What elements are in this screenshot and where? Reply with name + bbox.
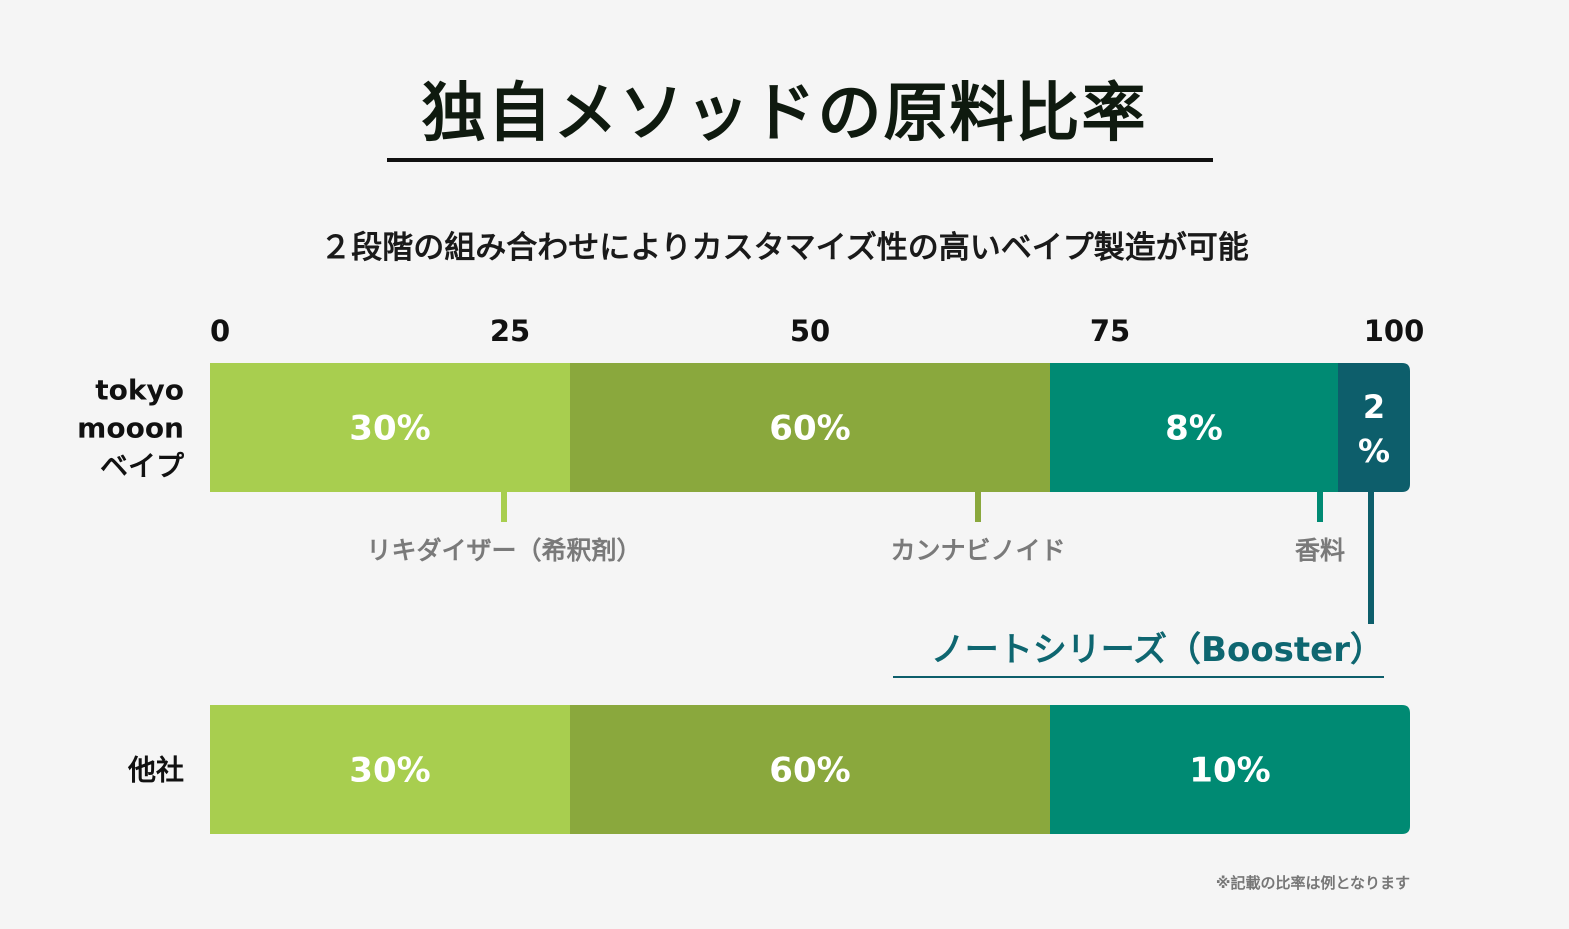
- bar-segment-cannabinoid: [570, 705, 1050, 834]
- x-tick-label: 75: [1090, 314, 1130, 348]
- bar-segment-flavor: [1050, 705, 1410, 834]
- bar-segment-liquidizer: [210, 705, 570, 834]
- x-tick-label: 25: [490, 314, 530, 348]
- bar-value-label: 60%: [769, 751, 850, 791]
- x-tick-label: 100: [1364, 314, 1425, 348]
- title-underline: [387, 158, 1213, 162]
- category-label: 他社: [127, 754, 184, 787]
- annotation-connector: [975, 492, 981, 522]
- bar-value-label: 10%: [1189, 751, 1270, 791]
- footnote: ※記載の比率は例となります: [1215, 874, 1410, 892]
- booster-underline: [893, 676, 1384, 678]
- category-label: tokyo: [95, 374, 184, 407]
- category-label: ベイプ: [100, 450, 185, 483]
- bar-segment-flavor: [1050, 363, 1338, 492]
- bar-value-label: 8%: [1165, 409, 1223, 449]
- category-label: mooon: [77, 412, 184, 445]
- booster-connector: [1368, 492, 1374, 624]
- annotation-connector: [501, 492, 507, 522]
- booster-label: ノートシリーズ（Booster）: [931, 630, 1384, 670]
- bar-value-label: 2: [1363, 388, 1385, 426]
- x-tick-label: 50: [790, 314, 830, 348]
- x-tick-label: 0: [210, 314, 230, 348]
- ingredient-label: リキダイザー（希釈剤）: [366, 536, 641, 565]
- bar-segment-booster: [1338, 363, 1410, 492]
- bar-value-label: %: [1358, 432, 1390, 470]
- chart-title: 独自メソッドの原料比率: [421, 77, 1148, 151]
- ingredient-label: 香料: [1295, 536, 1345, 565]
- bar-segment-cannabinoid: [570, 363, 1050, 492]
- ingredient-label: カンナビノイド: [890, 536, 1065, 565]
- bar-value-label: 60%: [769, 409, 850, 449]
- chart-subtitle: ２段階の組み合わせによりカスタマイズ性の高いベイプ製造が可能: [320, 230, 1249, 266]
- annotation-connector: [1317, 492, 1323, 522]
- bar-segment-liquidizer: [210, 363, 570, 492]
- bar-value-label: 30%: [349, 409, 430, 449]
- bar-value-label: 30%: [349, 751, 430, 791]
